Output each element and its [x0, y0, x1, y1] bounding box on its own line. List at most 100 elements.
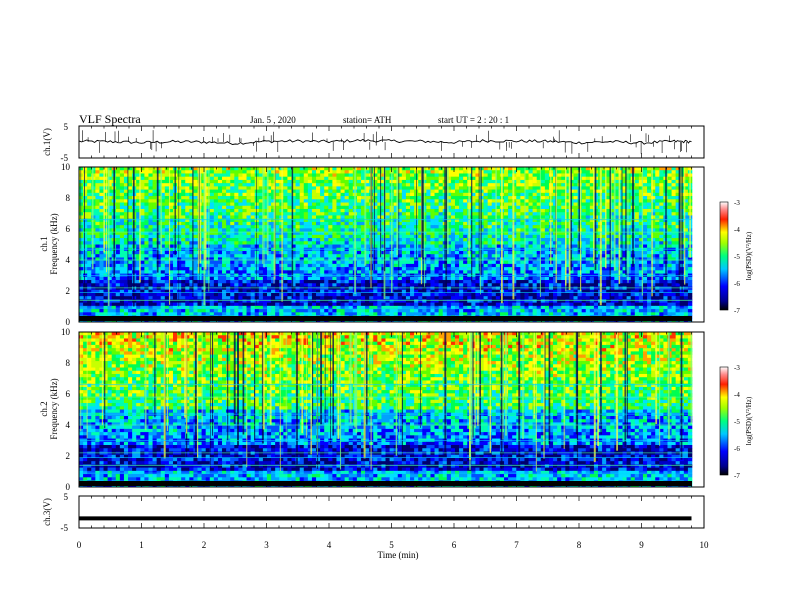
spectrogram-cell — [279, 241, 284, 245]
spectrogram-cell — [524, 267, 529, 271]
spectrogram-cell — [336, 270, 341, 274]
spectrogram-cell — [397, 202, 403, 207]
spectrogram-cell — [377, 202, 382, 207]
spectrogram-cell — [181, 170, 186, 174]
spectrogram-cell — [618, 231, 623, 236]
spectrogram-cell — [99, 241, 104, 245]
spectrogram-cell — [683, 254, 689, 258]
spectrogram-cell — [234, 270, 239, 274]
spectrogram-cell — [377, 244, 382, 249]
spectrogram-cell — [222, 208, 227, 213]
spectrogram-cell — [540, 225, 546, 229]
spectrogram-cell — [299, 225, 305, 229]
spectrogram-cell — [177, 250, 182, 255]
spectrogram-cell — [246, 167, 251, 171]
spectrogram-cell — [385, 183, 390, 187]
spectrogram-cell — [107, 244, 112, 249]
spectrogram-cell — [156, 234, 162, 239]
spectrogram-cell — [311, 238, 317, 242]
spectrogram-cell — [328, 267, 333, 271]
spectrogram-cell — [540, 196, 546, 200]
spectrogram-cell — [450, 173, 456, 177]
spectrogram-cell — [148, 196, 153, 200]
spectrogram-cell — [123, 250, 129, 255]
spectrogram-cell — [230, 167, 235, 171]
spectrogram-cell — [209, 221, 215, 226]
spectrogram-cell — [638, 260, 644, 265]
spectrogram-cell — [128, 238, 133, 242]
spectrogram-cell — [316, 231, 321, 236]
spectrogram-cell — [213, 228, 219, 232]
spectrogram-cell — [222, 244, 227, 249]
spectrogram-cell — [181, 186, 186, 190]
spectrogram-cell — [246, 196, 251, 200]
spectrogram-cell — [95, 263, 100, 268]
spectrogram-cell — [193, 189, 198, 194]
spectrogram-cell — [275, 244, 280, 249]
spectrogram-cell — [291, 218, 296, 223]
spectrogram-cell — [377, 186, 382, 190]
spectrogram-cell — [193, 250, 198, 255]
spectrogram-cell — [508, 208, 513, 213]
spectrogram-cell — [454, 238, 460, 242]
spectrogram-cell — [487, 254, 493, 258]
spectrogram-cell — [561, 186, 566, 190]
spectrogram-cell — [373, 167, 378, 171]
spectrogram-cell — [446, 241, 452, 245]
spectrogram-cell — [283, 173, 288, 177]
spectrogram-cell — [271, 260, 276, 265]
spectrogram-cell — [332, 218, 337, 223]
spectrogram-cell — [254, 173, 260, 177]
spectrogram-cell — [140, 228, 145, 232]
spectrogram-cell — [266, 218, 272, 223]
spectrogram-cell — [193, 186, 198, 190]
spectrogram-cell — [246, 270, 251, 274]
spectrogram-cell — [266, 254, 272, 258]
spectrogram-cell — [397, 234, 403, 239]
spectrogram-cell — [675, 179, 681, 184]
spectrogram-cell — [606, 196, 611, 200]
spectrogram-cell — [156, 270, 162, 274]
spectrogram-cell — [557, 199, 562, 203]
spectrogram-cell — [344, 231, 350, 236]
spectrogram-cell — [217, 173, 223, 177]
spectrogram-cell — [683, 183, 689, 187]
spectrogram-cell — [144, 173, 149, 177]
spectrogram-cell — [185, 257, 190, 261]
spectrogram-cell — [504, 254, 509, 258]
spectrogram-cell — [242, 202, 247, 207]
spectrogram-cell — [483, 215, 488, 219]
spectrogram-cell — [475, 244, 480, 249]
spectrogram-cell — [324, 205, 329, 210]
spectrogram-cell — [320, 167, 325, 171]
spectrogram-cell — [340, 176, 345, 181]
spectrogram-cell — [311, 228, 317, 232]
spectrogram-cell — [483, 238, 488, 242]
spectrogram-cell — [295, 186, 300, 190]
spectrogram-cell — [651, 205, 656, 210]
spectrogram-cell — [589, 186, 595, 190]
spectrogram-cell — [103, 170, 108, 174]
spectrogram-cell — [193, 238, 198, 242]
spectrogram-cell — [610, 228, 615, 232]
spectrogram-cell — [87, 205, 92, 210]
spectrogram-cell — [524, 199, 529, 203]
spectrogram-cell — [320, 238, 325, 242]
spectrogram-cell — [377, 205, 382, 210]
spectrogram-cell — [279, 179, 284, 184]
spectrogram-cell — [242, 225, 247, 229]
spectrogram-cell — [573, 231, 578, 236]
spectrogram-cell — [291, 238, 296, 242]
spectrogram-cell — [475, 215, 480, 219]
spectrogram-cell — [634, 186, 640, 190]
spectrogram-cell — [561, 228, 566, 232]
spectrogram-cell — [483, 234, 488, 239]
spectrogram-cell — [504, 212, 509, 216]
spectrogram-cell — [185, 270, 190, 274]
spectrogram-cell — [226, 205, 231, 210]
spectrogram-cell — [299, 250, 305, 255]
spectrogram-cell — [675, 234, 681, 239]
spectrogram-cell — [393, 234, 399, 239]
spectrogram-cell — [168, 199, 174, 203]
spectrogram-cell — [348, 208, 354, 213]
